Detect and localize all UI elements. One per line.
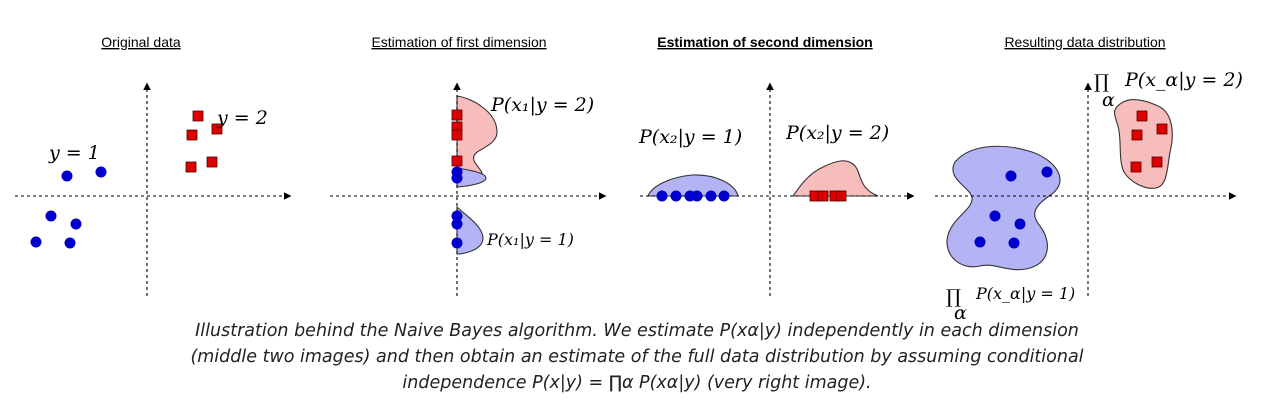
class2-points [1130, 110, 1168, 173]
data-point [817, 190, 829, 202]
data-point [451, 237, 463, 249]
panel-title-second-dimension: Estimation of second dimension [657, 34, 872, 50]
data-point [989, 210, 1001, 222]
panel-first-dimension: Estimation of first dimension P(x₁|y = 2… [330, 34, 607, 296]
panel-resulting-distribution: Resulting data distribution ∏ α P(x_α|y … [935, 34, 1243, 320]
label-p-x2-y2: P(x₂|y = 2) [785, 122, 889, 144]
data-point [451, 172, 463, 184]
data-point [206, 156, 218, 168]
class1-points [974, 166, 1053, 249]
product-symbol: ∏ [946, 286, 961, 308]
class1-points [30, 166, 107, 249]
data-point [1130, 161, 1142, 173]
panel-title-original: Original data [101, 34, 181, 50]
density-class1-x1-lower [456, 205, 484, 255]
data-point [656, 190, 668, 202]
figure-caption: Illustration behind the Naive Bayes algo… [0, 318, 1274, 396]
naive-bayes-figure: Original data y = 1 y = 2 Estimation of … [15, 34, 1243, 320]
product-subscript: α [1102, 89, 1115, 111]
data-point [30, 236, 42, 248]
data-point [1008, 237, 1020, 249]
class1-points [656, 190, 730, 202]
caption-line: Illustration behind the Naive Bayes algo… [195, 321, 1079, 341]
panel-second-dimension: Estimation of second dimension P(x₂|y = … [638, 34, 915, 296]
data-point [451, 210, 463, 222]
data-point [61, 170, 73, 182]
label-class2: y = 2 [216, 107, 268, 129]
panel-title-resulting: Resulting data distribution [1004, 34, 1165, 50]
data-point [95, 166, 107, 178]
data-point [64, 237, 76, 249]
data-point [70, 218, 82, 230]
label-p-x2-y1: P(x₂|y = 1) [638, 126, 742, 148]
class1-points [451, 166, 463, 249]
data-point [451, 155, 463, 167]
data-point [1151, 156, 1163, 168]
data-point [1136, 110, 1148, 122]
label-joint-y2: P(x_α|y = 2) [1124, 69, 1243, 91]
label-p-x1-y1: P(x₁|y = 1) [486, 230, 574, 249]
data-point [1131, 129, 1143, 141]
label-p-x1-y2: P(x₁|y = 2) [490, 94, 594, 116]
data-point [1005, 170, 1017, 182]
data-point [670, 190, 682, 202]
data-point [45, 210, 57, 222]
density-class1-x1-upper [456, 167, 487, 188]
panel-title-first-dimension: Estimation of first dimension [371, 34, 546, 50]
caption-line: independence P(x|y) = ∏α P(xα|y) (very r… [402, 373, 872, 393]
data-point [705, 190, 717, 202]
caption-line: (middle two images) and then obtain an e… [190, 347, 1084, 367]
data-point [451, 109, 463, 121]
class2-points [809, 190, 847, 202]
density-class2-x2 [791, 160, 879, 197]
data-point [211, 123, 223, 135]
data-point [1156, 123, 1168, 135]
data-point [1041, 166, 1053, 178]
data-point [451, 129, 463, 141]
class2-points [185, 110, 223, 173]
data-point [835, 190, 847, 202]
data-point [974, 236, 986, 248]
data-point [718, 190, 730, 202]
product-symbol: ∏ [1094, 71, 1109, 93]
data-point [192, 110, 204, 122]
density-class1-x2 [647, 174, 739, 197]
data-point [1014, 218, 1026, 230]
data-point [451, 218, 463, 230]
class2-points [451, 109, 463, 167]
label-joint-y1: P(x_α|y = 1) [975, 284, 1075, 303]
panel-original-data: Original data y = 1 y = 2 [15, 34, 292, 296]
product-subscript: α [954, 302, 967, 320]
data-point [185, 161, 197, 173]
joint-density-class1 [946, 145, 1061, 271]
data-point [186, 129, 198, 141]
label-class1: y = 1 [48, 142, 100, 164]
data-point [691, 190, 703, 202]
